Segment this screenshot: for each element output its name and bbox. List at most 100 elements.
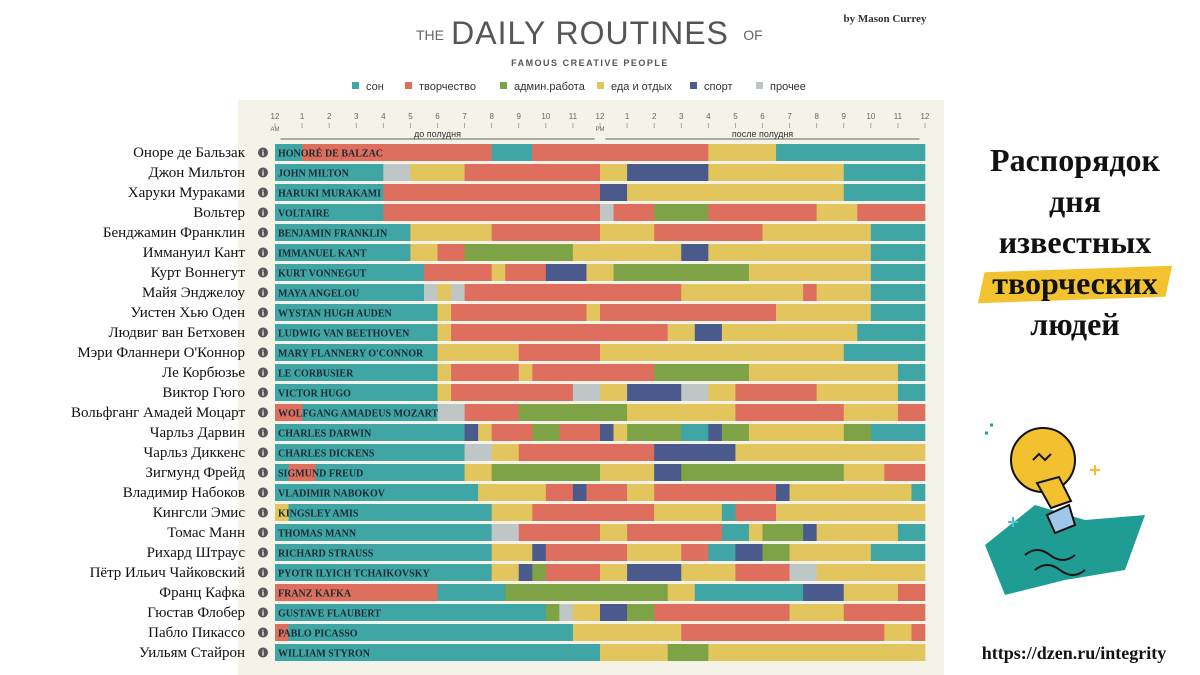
segment-food — [748, 524, 763, 541]
segment-creative — [735, 384, 817, 401]
hour-tick-label: 9 — [842, 112, 847, 121]
person-name-ru: Чарльз Дарвин — [150, 425, 245, 441]
info-icon-label: i — [262, 269, 265, 278]
segment-exercise — [654, 444, 736, 461]
hour-tick-label: 8 — [814, 112, 819, 121]
segment-sleep — [437, 584, 506, 601]
segment-food — [627, 484, 655, 501]
info-icon — [258, 347, 268, 358]
pm-label: PM — [596, 127, 605, 133]
segment-creative — [532, 364, 655, 381]
segment-food — [884, 624, 912, 641]
person-name-en: FRANZ KAFKA — [278, 589, 352, 600]
person-name-en: HARUKI MURAKAMI — [278, 189, 381, 200]
info-icon-label: i — [262, 409, 265, 418]
person-name-en: PYOTR ILYICH TCHAIKOVSKY — [278, 569, 430, 580]
person-row: Томас Манн i THOMAS MANN — [167, 524, 926, 541]
person-name-ru: Владимир Набоков — [123, 485, 245, 501]
segment-creative — [857, 204, 926, 221]
segment-sleep — [275, 524, 492, 541]
info-icon — [258, 187, 268, 198]
info-icon — [258, 227, 268, 238]
person-row: Рихард Штраус i RICHARD STRAUSS — [147, 544, 926, 561]
segment-exercise — [735, 544, 763, 561]
segment-other — [789, 564, 817, 581]
segment-creative — [464, 164, 601, 181]
segment-creative — [275, 404, 303, 421]
legend-label-exercise: спорт — [704, 81, 733, 93]
segment-creative — [518, 524, 601, 541]
segment-creative — [464, 284, 682, 301]
person-row: Пабло Пикассо i PABLO PICASSO — [148, 624, 926, 641]
info-icon-label: i — [262, 209, 265, 218]
info-icon — [258, 387, 268, 398]
person-name-ru: Ле Корбюзье — [162, 365, 245, 381]
info-icon — [258, 287, 268, 298]
person-row: Уильям Стайрон i WILLIAM STYRON — [139, 644, 926, 661]
person-name-ru: Уистен Хью Оден — [130, 305, 245, 321]
person-name-ru: Томас Манн — [167, 525, 245, 541]
legend-swatch-other — [756, 82, 763, 89]
segment-admin — [681, 464, 845, 481]
segment-creative — [451, 324, 669, 341]
info-icon-label: i — [262, 189, 265, 198]
segment-admin — [464, 244, 574, 261]
person-name-en: LUDWIG VAN BEETHOVEN — [278, 329, 410, 340]
segment-food — [816, 644, 926, 661]
person-row: Харуки Мураками i HARUKI MURAKAMI — [128, 184, 926, 201]
segment-creative — [451, 384, 574, 401]
segment-sleep — [843, 344, 926, 361]
segment-sleep — [708, 544, 736, 561]
person-row: Франц Кафка i FRANZ KAFKA — [159, 584, 926, 601]
person-row: Джон Мильтон i JOHN MILTON — [148, 164, 926, 181]
title-line: известных — [998, 224, 1152, 260]
legend-swatch-exercise — [690, 82, 697, 89]
info-icon — [258, 627, 268, 638]
segment-admin — [667, 644, 709, 661]
segment-other — [383, 164, 411, 181]
paper-sheet-icon — [985, 505, 1145, 595]
segment-sleep — [870, 424, 926, 441]
segment-food — [572, 624, 682, 641]
segment-sleep — [870, 304, 926, 321]
person-row: Оноре де Бальзак i HONORÉ DE BALZAC — [133, 144, 926, 161]
hour-tick-label: 4 — [381, 112, 386, 121]
segment-admin — [532, 564, 547, 581]
segment-food — [776, 304, 872, 321]
segment-exercise — [572, 484, 587, 501]
segment-food — [518, 364, 533, 381]
person-row: Вольтер i VOLTAIRE — [193, 204, 926, 221]
segment-admin — [627, 424, 682, 441]
info-icon-label: i — [262, 449, 265, 458]
segment-food — [627, 404, 736, 421]
person-name-en: WYSTAN HUGH AUDEN — [278, 309, 392, 320]
segment-exercise — [600, 604, 628, 621]
hour-tick-label: 2 — [327, 112, 332, 121]
segment-sleep — [870, 284, 926, 301]
segment-other — [572, 384, 601, 401]
segment-admin — [843, 424, 872, 441]
hour-tick-label: 10 — [541, 112, 550, 121]
segment-food — [816, 564, 926, 581]
segment-sleep — [694, 584, 804, 601]
person-name-en: WOLFGANG AMADEUS MOZART — [278, 409, 439, 420]
person-name-en: RICHARD STRAUSS — [278, 549, 374, 560]
person-name-en: SIGMUND FREUD — [278, 469, 363, 480]
segment-food — [708, 384, 736, 401]
segment-exercise — [627, 384, 682, 401]
segment-creative — [897, 584, 926, 601]
segment-exercise — [518, 564, 533, 581]
segment-creative — [911, 624, 926, 641]
info-icon-label: i — [262, 529, 265, 538]
info-icon-label: i — [262, 329, 265, 338]
segment-creative — [518, 444, 655, 461]
person-row: Зигмунд Фрейд i SIGMUND FREUD — [145, 464, 926, 481]
segment-sleep — [681, 424, 709, 441]
hour-tick-label: 11 — [569, 112, 578, 121]
person-row: Чарльз Дарвин i CHARLES DARWIN — [150, 424, 926, 441]
info-icon-label: i — [262, 169, 265, 178]
segment-other — [559, 604, 574, 621]
hour-tick-label: 7 — [787, 112, 792, 121]
info-icon-label: i — [262, 549, 265, 558]
hour-tick-label: 1 — [625, 112, 630, 121]
